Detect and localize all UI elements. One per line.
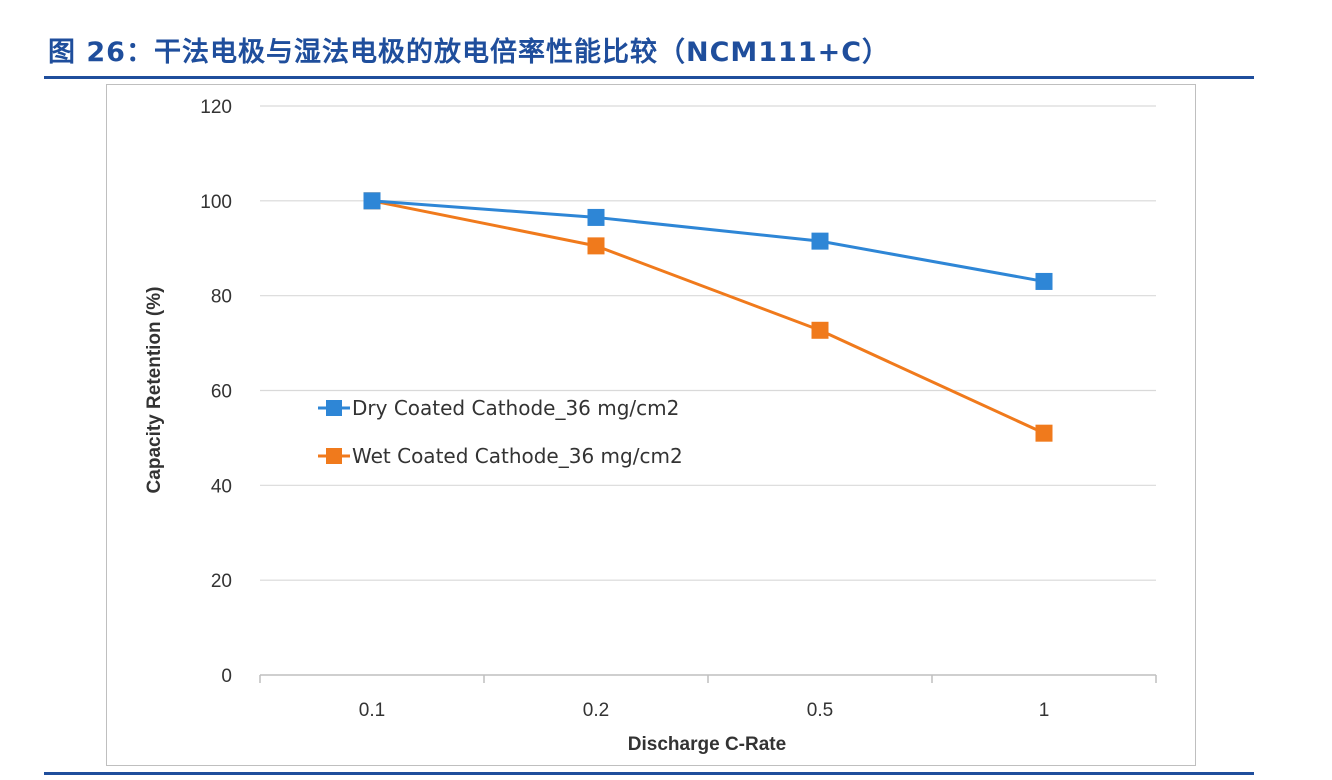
x-axis-title: Discharge C-Rate bbox=[628, 734, 786, 755]
y-tick-label: 0 bbox=[221, 666, 232, 687]
data-point-0-2 bbox=[811, 232, 829, 250]
bottom-rule bbox=[44, 772, 1254, 775]
legend-marker bbox=[326, 448, 342, 464]
x-tick-labels: 0.1 0.2 0.5 1 bbox=[359, 700, 1050, 721]
x-tick-label: 0.5 bbox=[807, 700, 833, 721]
x-tick-label: 1 bbox=[1039, 700, 1050, 721]
data-point-1-2 bbox=[811, 321, 829, 339]
y-tick-label: 20 bbox=[211, 571, 232, 592]
legend-label: Dry Coated Cathode_36 mg/cm2 bbox=[352, 396, 679, 420]
data-point-0-3 bbox=[1035, 272, 1053, 290]
series-line-1 bbox=[371, 199, 1045, 435]
y-tick-label: 80 bbox=[211, 287, 232, 308]
y-tick-label: 120 bbox=[200, 97, 232, 118]
series-0 bbox=[363, 192, 1053, 290]
y-axis-title: Capacity Retention (%) bbox=[144, 287, 165, 494]
chart-frame bbox=[106, 84, 1196, 766]
data-point-1-1 bbox=[587, 237, 605, 255]
y-tick-labels: 0 20 40 60 80 100 120 bbox=[200, 97, 232, 687]
legend: Dry Coated Cathode_36 mg/cm2 Wet Coated C… bbox=[318, 396, 683, 468]
gridlines bbox=[260, 105, 1156, 581]
title-rule bbox=[44, 76, 1254, 79]
legend-item-1: Wet Coated Cathode_36 mg/cm2 bbox=[318, 444, 683, 468]
data-point-0-1 bbox=[587, 208, 605, 226]
axes bbox=[259, 674, 1157, 683]
series bbox=[363, 192, 1053, 442]
y-tick-label: 40 bbox=[211, 476, 232, 497]
y-tick-label: 100 bbox=[200, 192, 232, 213]
legend-label: Wet Coated Cathode_36 mg/cm2 bbox=[352, 444, 683, 468]
legend-marker bbox=[326, 400, 342, 416]
y-tick-label: 60 bbox=[211, 382, 232, 403]
data-point-1-3 bbox=[1035, 424, 1053, 442]
figure-title: 图 26：干法电极与湿法电极的放电倍率性能比较（NCM111+C） bbox=[48, 37, 891, 68]
series-line-0 bbox=[371, 199, 1045, 283]
x-tick-label: 0.1 bbox=[359, 700, 385, 721]
x-tick-label: 0.2 bbox=[583, 700, 609, 721]
legend-item-0: Dry Coated Cathode_36 mg/cm2 bbox=[318, 396, 679, 420]
data-point-0-0 bbox=[363, 192, 381, 210]
